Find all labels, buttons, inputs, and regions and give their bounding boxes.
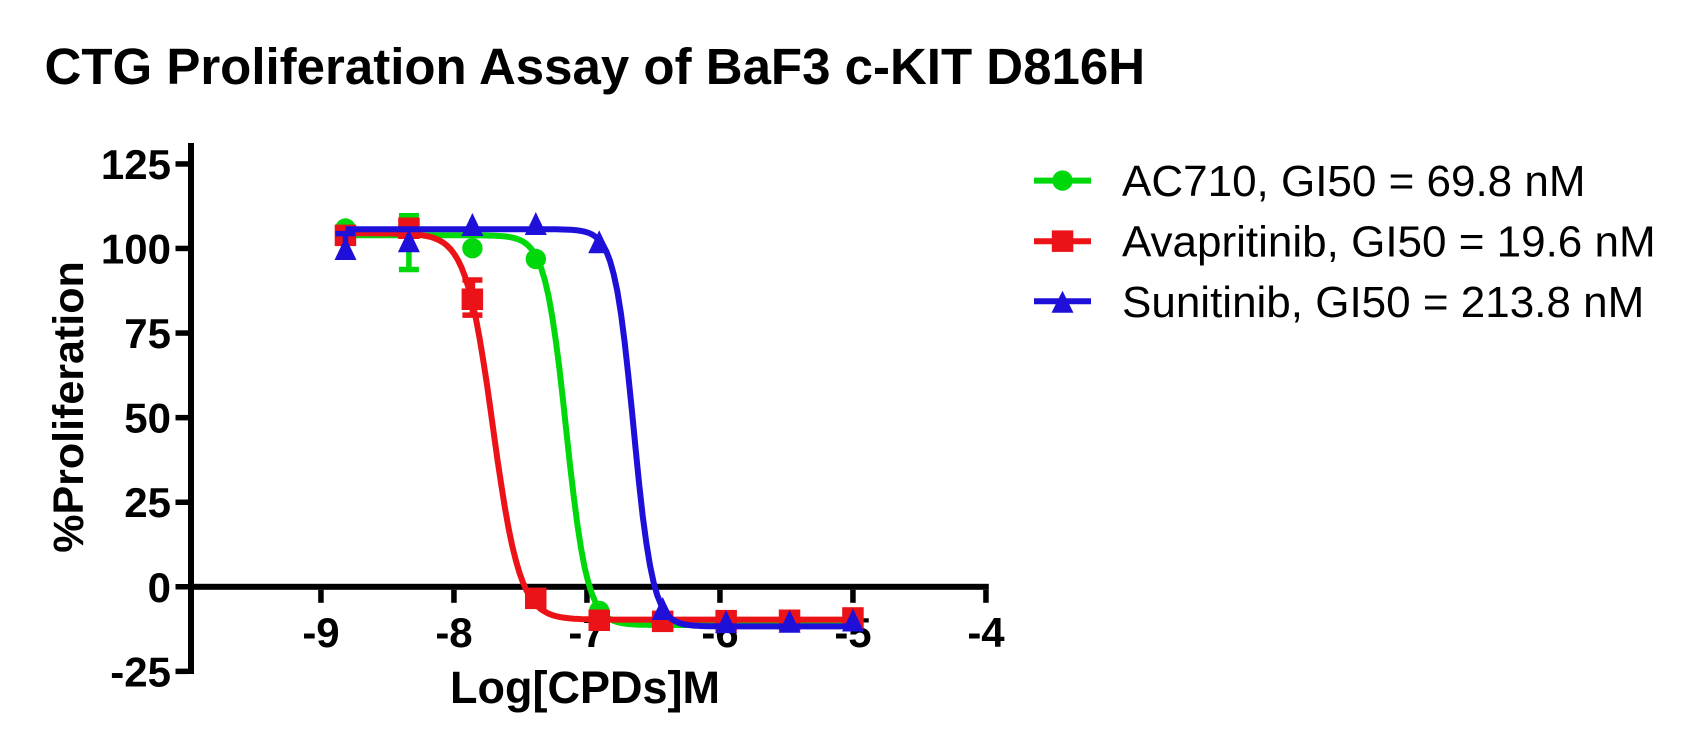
svg-text:125: 125 xyxy=(101,141,171,188)
svg-text:CTG Proliferation Assay of BaF: CTG Proliferation Assay of BaF3 c-KIT D8… xyxy=(45,38,1146,95)
svg-text:100: 100 xyxy=(101,226,171,273)
svg-text:Sunitinib, GI50 = 213.8 nM: Sunitinib, GI50 = 213.8 nM xyxy=(1122,278,1644,327)
svg-text:%Proliferation: %Proliferation xyxy=(45,261,93,553)
svg-text:-8: -8 xyxy=(435,609,472,656)
svg-text:-9: -9 xyxy=(302,609,339,656)
svg-text:0: 0 xyxy=(148,564,171,611)
svg-text:Avapritinib, GI50 = 19.6 nM: Avapritinib, GI50 = 19.6 nM xyxy=(1122,218,1656,267)
svg-text:75: 75 xyxy=(124,310,171,357)
svg-text:AC710, GI50 = 69.8 nM: AC710, GI50 = 69.8 nM xyxy=(1122,157,1586,206)
svg-text:-4: -4 xyxy=(967,609,1005,656)
svg-text:Log[CPDs]M: Log[CPDs]M xyxy=(450,662,720,713)
svg-text:-25: -25 xyxy=(110,648,171,695)
svg-text:50: 50 xyxy=(124,395,171,442)
svg-text:25: 25 xyxy=(124,479,171,526)
